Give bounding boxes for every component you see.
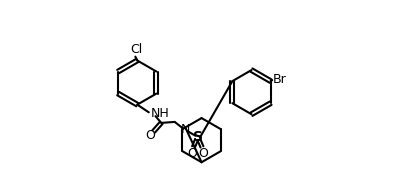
Text: NH: NH bbox=[151, 107, 169, 120]
Text: Br: Br bbox=[273, 73, 286, 86]
Text: Cl: Cl bbox=[130, 43, 142, 56]
Text: O: O bbox=[187, 147, 197, 160]
Text: S: S bbox=[193, 130, 203, 144]
Text: O: O bbox=[199, 147, 208, 160]
Text: O: O bbox=[145, 129, 155, 142]
Text: N: N bbox=[181, 123, 190, 136]
